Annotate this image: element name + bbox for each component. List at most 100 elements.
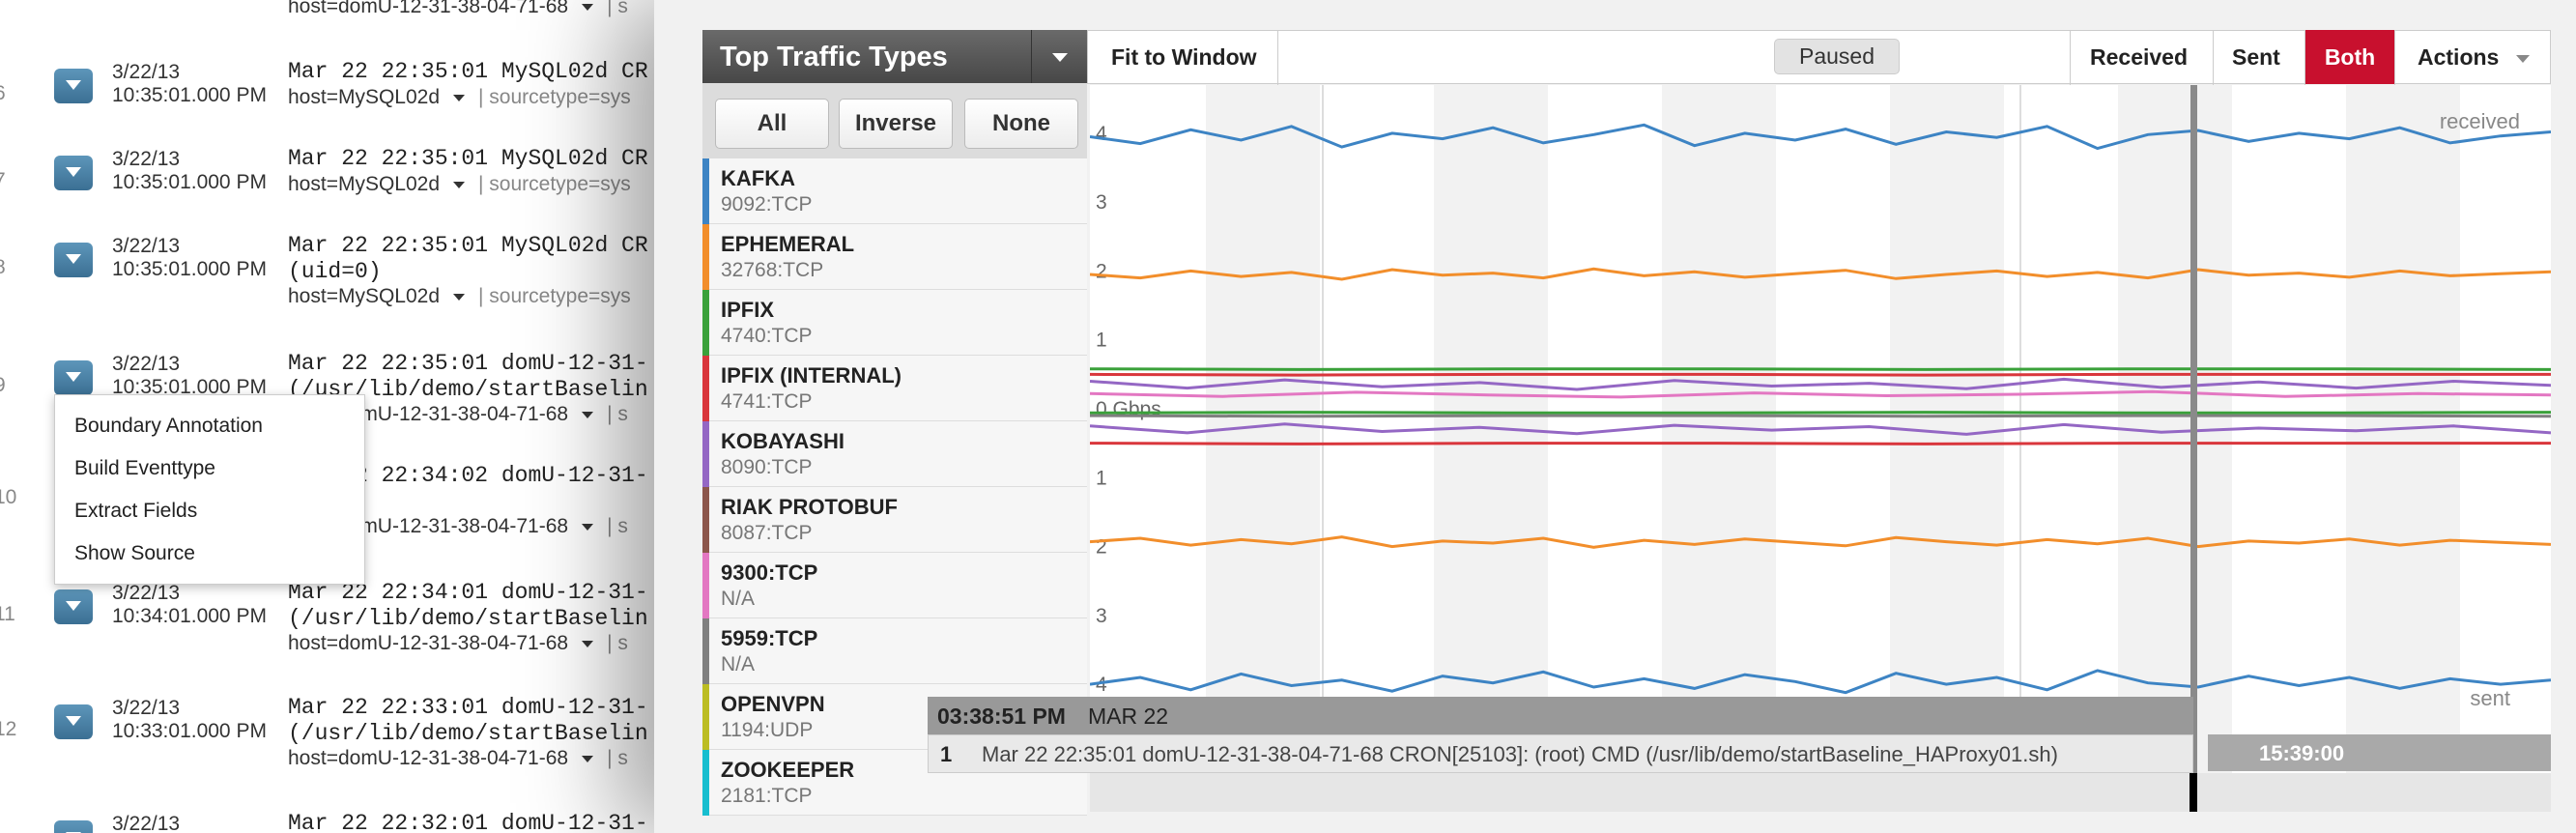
cursor-marker	[2190, 773, 2197, 812]
mode-button[interactable]: Both	[2305, 30, 2394, 84]
color-swatch	[702, 224, 709, 290]
filter-button[interactable]: Inverse	[839, 99, 953, 149]
traffic-type[interactable]: 9300:TCP N/A	[702, 553, 1087, 618]
color-swatch	[702, 487, 709, 553]
menu-item[interactable]: Extract Fields	[74, 500, 198, 522]
expand-button[interactable]	[54, 156, 93, 190]
event-raw: (/usr/lib/demo/startBaselin	[288, 606, 648, 631]
divider	[2213, 30, 2214, 85]
traffic-name: KAFKA	[721, 166, 795, 190]
color-swatch	[702, 356, 709, 421]
traffic-line	[1090, 372, 2551, 377]
event-raw: Mar 22 22:35:01 MySQL02d CR	[288, 59, 648, 84]
expand-button[interactable]	[54, 589, 93, 624]
traffic-name: 9300:TCP	[721, 560, 818, 585]
expand-button[interactable]	[54, 820, 93, 833]
field-caret[interactable]	[582, 411, 594, 418]
sourcetype-field: | sourcetype=sys	[478, 285, 631, 307]
event-fields: host=MySQL02d | sourcetype=sys	[288, 173, 631, 196]
traffic-line	[1090, 267, 2551, 281]
traffic-type[interactable]: 5959:TCP N/A	[702, 618, 1087, 684]
cursor-time-box: 15:39:00	[2208, 734, 2551, 771]
traffic-type[interactable]: EPHEMERAL 32768:TCP	[702, 224, 1087, 290]
host-field[interactable]: host=MySQL02d	[288, 86, 441, 108]
y-tick-label: 4	[1096, 674, 1107, 696]
host-field[interactable]: host=MySQL02d	[288, 173, 441, 195]
traffic-line	[1090, 535, 2551, 549]
row-number: 6	[0, 82, 6, 105]
actions-caret	[2516, 55, 2530, 63]
expand-button[interactable]	[54, 69, 93, 103]
tooltip-event: Mar 22 22:35:01 domU-12-31-38-04-71-68 C…	[982, 742, 2058, 766]
traffic-type[interactable]: IPFIX 4740:TCP	[702, 290, 1087, 356]
event-raw: Mar 22 22:33:01 domU-12-31-	[288, 695, 648, 720]
field-caret[interactable]	[453, 293, 466, 301]
dropdown-caret[interactable]	[1052, 53, 1068, 62]
timeline-strip	[1090, 773, 2551, 812]
traffic-name: OPENVPN	[721, 692, 825, 716]
traffic-port: N/A	[721, 588, 756, 610]
event-time: 10:35:01.000 PM	[112, 171, 267, 193]
traffic-name: KOBAYASHI	[721, 429, 844, 453]
traffic-name: IPFIX (INTERNAL)	[721, 363, 902, 388]
host-field[interactable]: host=domU-12-31-38-04-71-68	[288, 632, 569, 654]
y-tick-label: 1	[1096, 467, 1107, 489]
context-menu: Boundary Annotation Build Eventtype Extrac…	[54, 394, 365, 585]
row-number: 7	[0, 169, 6, 192]
sourcetype-field: | sourcetype=sys	[478, 173, 631, 195]
sidebar-title: Top Traffic Types	[720, 42, 948, 72]
y-tick-label: 4	[1096, 123, 1107, 145]
host-field[interactable]: host=domU-12-31-38-04-71-68	[288, 0, 569, 17]
divider	[1277, 30, 1278, 85]
field-caret[interactable]	[453, 94, 466, 101]
event-time: 10:35:01.000 PM	[112, 84, 267, 106]
field-caret[interactable]	[582, 523, 594, 531]
traffic-type[interactable]: IPFIX (INTERNAL) 4741:TCP	[702, 356, 1087, 421]
expand-button[interactable]	[54, 243, 93, 277]
filter-button[interactable]: All	[715, 99, 829, 149]
traffic-port: 8090:TCP	[721, 456, 813, 478]
host-field[interactable]: host=MySQL02d	[288, 285, 441, 307]
mode-button[interactable]: Sent	[2232, 44, 2280, 70]
host-field[interactable]: host=domU-12-31-38-04-71-68	[288, 747, 569, 769]
expand-button[interactable]	[54, 704, 93, 739]
mode-button[interactable]: Received	[2090, 44, 2189, 70]
actions-menu[interactable]: Actions	[2418, 44, 2500, 70]
traffic-port: 2181:TCP	[721, 785, 813, 807]
event-raw: Mar 22 22:35:01 MySQL02d CR	[288, 146, 648, 171]
event-fields: host=domU-12-31-38-04-71-68 | s	[288, 0, 628, 18]
field-caret[interactable]	[582, 3, 594, 11]
menu-item[interactable]: Show Source	[74, 542, 195, 564]
traffic-type[interactable]: ZOOKEEPER 2181:TCP	[702, 750, 1087, 816]
traffic-name: 5959:TCP	[721, 626, 818, 650]
event-fields: host=MySQL02d | sourcetype=sys	[288, 285, 631, 308]
traffic-port: 8087:TCP	[721, 522, 813, 544]
status-badge[interactable]: Paused	[1774, 39, 1900, 74]
traffic-type[interactable]: RIAK PROTOBUF 8087:TCP	[702, 487, 1087, 553]
row-number: 10	[0, 486, 17, 508]
traffic-type[interactable]: KOBAYASHI 8090:TCP	[702, 421, 1087, 487]
sourcetype-field: | s	[607, 403, 628, 425]
event-date: 3/22/13	[112, 148, 181, 170]
filter-button[interactable]: None	[964, 99, 1078, 149]
traffic-name: ZOOKEEPER	[721, 758, 855, 782]
field-caret[interactable]	[582, 640, 594, 647]
traffic-type[interactable]: KAFKA 9092:TCP	[702, 158, 1087, 224]
divider	[2304, 30, 2305, 85]
traffic-port: 32768:TCP	[721, 259, 824, 281]
expand-button[interactable]	[54, 360, 93, 395]
field-caret[interactable]	[582, 755, 594, 762]
menu-item[interactable]: Build Eventtype	[74, 457, 215, 479]
traffic-port: 9092:TCP	[721, 193, 813, 215]
event-time: 10:35:01.000 PM	[112, 258, 267, 280]
annotation: sent	[2470, 686, 2510, 710]
event-date: 3/22/13	[112, 353, 181, 375]
event-date: 3/22/13	[112, 582, 181, 604]
sourcetype-field: | s	[607, 632, 628, 654]
menu-item[interactable]: Boundary Annotation	[74, 415, 263, 437]
traffic-line	[1090, 367, 2551, 371]
field-caret[interactable]	[453, 181, 466, 188]
fit-button[interactable]: Fit to Window	[1111, 44, 1257, 70]
traffic-line	[1090, 389, 2551, 399]
y-tick-label: 1	[1096, 330, 1107, 352]
